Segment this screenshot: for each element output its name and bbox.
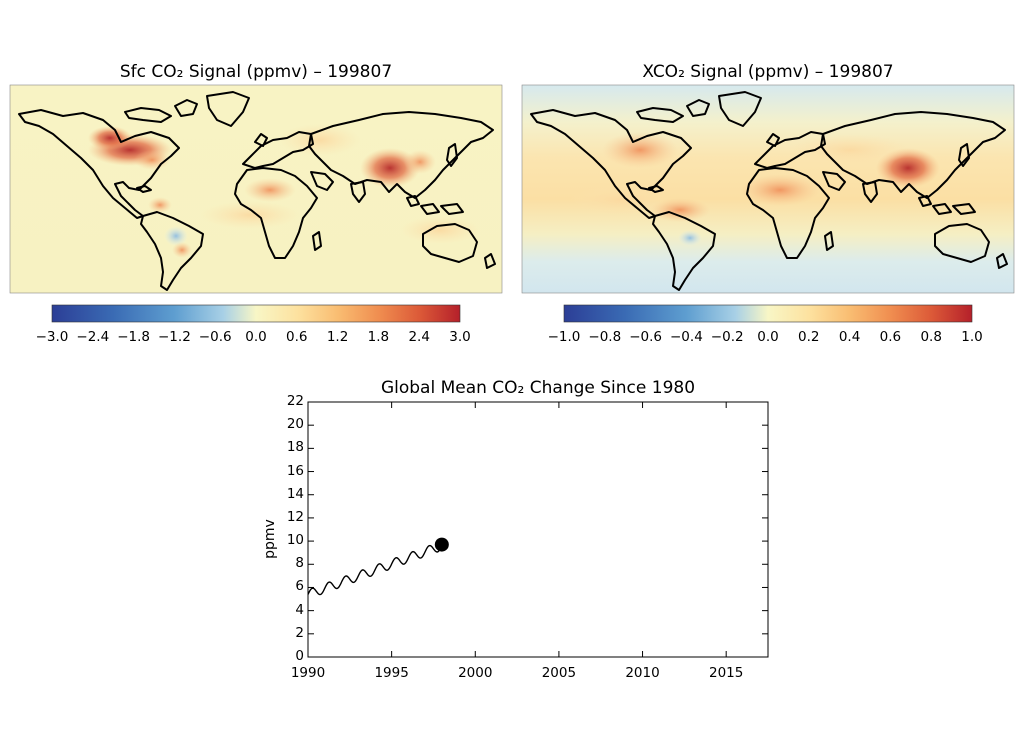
colorbar-2-tick-label: −0.2 [710,329,744,345]
colorbar-2 [563,304,973,323]
colorbar-1-tick-label: −1.2 [158,329,191,345]
colorbar-2-tick-label: −0.6 [629,329,662,345]
colorbar-1-tick-label: 3.0 [449,329,471,345]
colorbar-1-tick-label: −3.0 [35,329,69,345]
colorbar-1-tick-label: −1.8 [117,329,150,345]
y-tick-label: 16 [286,462,304,479]
map2-title: XCO₂ Signal (ppmv) – 199807 [642,62,894,82]
colorbar-1 [51,304,461,323]
colorbar-2-tick-label: 0.2 [798,329,820,345]
x-tick-label: 1995 [374,665,409,681]
colorbar-1-tick-label: 0.0 [245,329,267,345]
colorbar-1-tick-label: 1.2 [326,329,349,345]
colorbar-1-tick-label: −0.6 [198,329,232,345]
y-tick-label: 0 [295,648,304,664]
line-chart [307,401,769,658]
y-tick-label: 2 [295,624,304,641]
colorbar-1-tick-label: 2.4 [408,329,430,345]
line-chart-title: Global Mean CO₂ Change Since 1980 [380,378,696,398]
colorbar-2-tick-label: 0.0 [757,329,779,345]
line-chart-plot-area [307,401,769,658]
map1 [9,84,503,294]
y-tick-label: 22 [286,393,304,409]
y-tick-label: 20 [286,416,304,433]
colorbar-1-tick-label: −2.4 [76,329,110,345]
series-endpoint-marker [434,537,449,552]
colorbar-2-tick-label: −0.4 [670,329,703,345]
y-tick-label: 4 [295,601,304,618]
y-tick-label: 18 [286,439,304,456]
colorbar-2-tick-label: 0.8 [920,329,942,345]
map1-title: Sfc CO₂ Signal (ppmv) – 199807 [119,62,393,82]
colorbar-1-tick-label: 0.6 [286,329,308,345]
x-tick-label: 2005 [541,665,577,681]
y-tick-label: 12 [286,508,304,525]
y-tick-label: 6 [295,578,304,595]
x-tick-label: 2015 [708,665,744,681]
map2 [521,84,1015,294]
x-tick-label: 2010 [625,665,660,681]
x-tick-label: 1990 [290,665,326,681]
series-line [307,544,443,596]
colorbar-1-tick-label: 1.8 [367,329,390,345]
colorbar-2-tick-label: 0.6 [879,329,902,345]
x-tick-label: 2000 [458,665,493,681]
y-tick-label: 8 [295,555,304,572]
colorbar-2-tick-label: 0.4 [838,329,861,345]
colorbar-2-tick-label: 1.0 [961,329,983,345]
colorbar-2-tick-label: −1.0 [547,329,581,345]
colorbar-2-tick-label: −0.8 [588,329,622,345]
line-chart-ticks [307,401,768,658]
y-tick-label: 14 [286,485,304,502]
y-tick-label: 10 [286,532,304,549]
